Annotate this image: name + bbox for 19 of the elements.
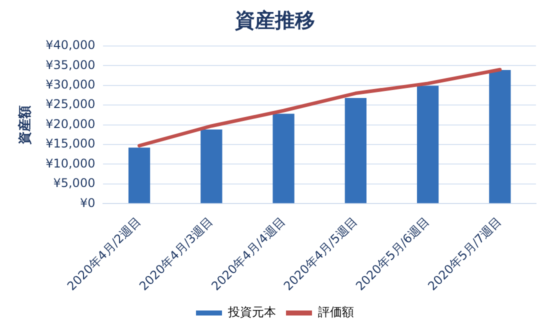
y-tick-label: ¥25,000	[46, 97, 96, 112]
y-tick-label: ¥35,000	[46, 58, 96, 72]
y-tick-label: ¥20,000	[46, 116, 96, 131]
bar	[416, 86, 439, 204]
y-tick-label: ¥30,000	[46, 78, 96, 92]
y-axis-title: 資産額	[17, 105, 34, 146]
bar	[344, 98, 366, 204]
bar	[128, 148, 150, 204]
chart-title: 資産推移	[234, 8, 315, 32]
bar	[200, 130, 222, 204]
y-tick-label: ¥15,000	[46, 136, 96, 151]
y-tick-label: ¥5,000	[53, 176, 96, 190]
y-tick-label: ¥0	[80, 196, 96, 210]
legend-label: 投資元本	[227, 305, 276, 320]
bar	[272, 114, 294, 204]
y-tick-label: ¥10,000	[46, 156, 96, 170]
y-tick-label: ¥40,000	[46, 38, 96, 52]
bar	[489, 70, 511, 204]
legend-label: 評価額	[318, 305, 354, 320]
